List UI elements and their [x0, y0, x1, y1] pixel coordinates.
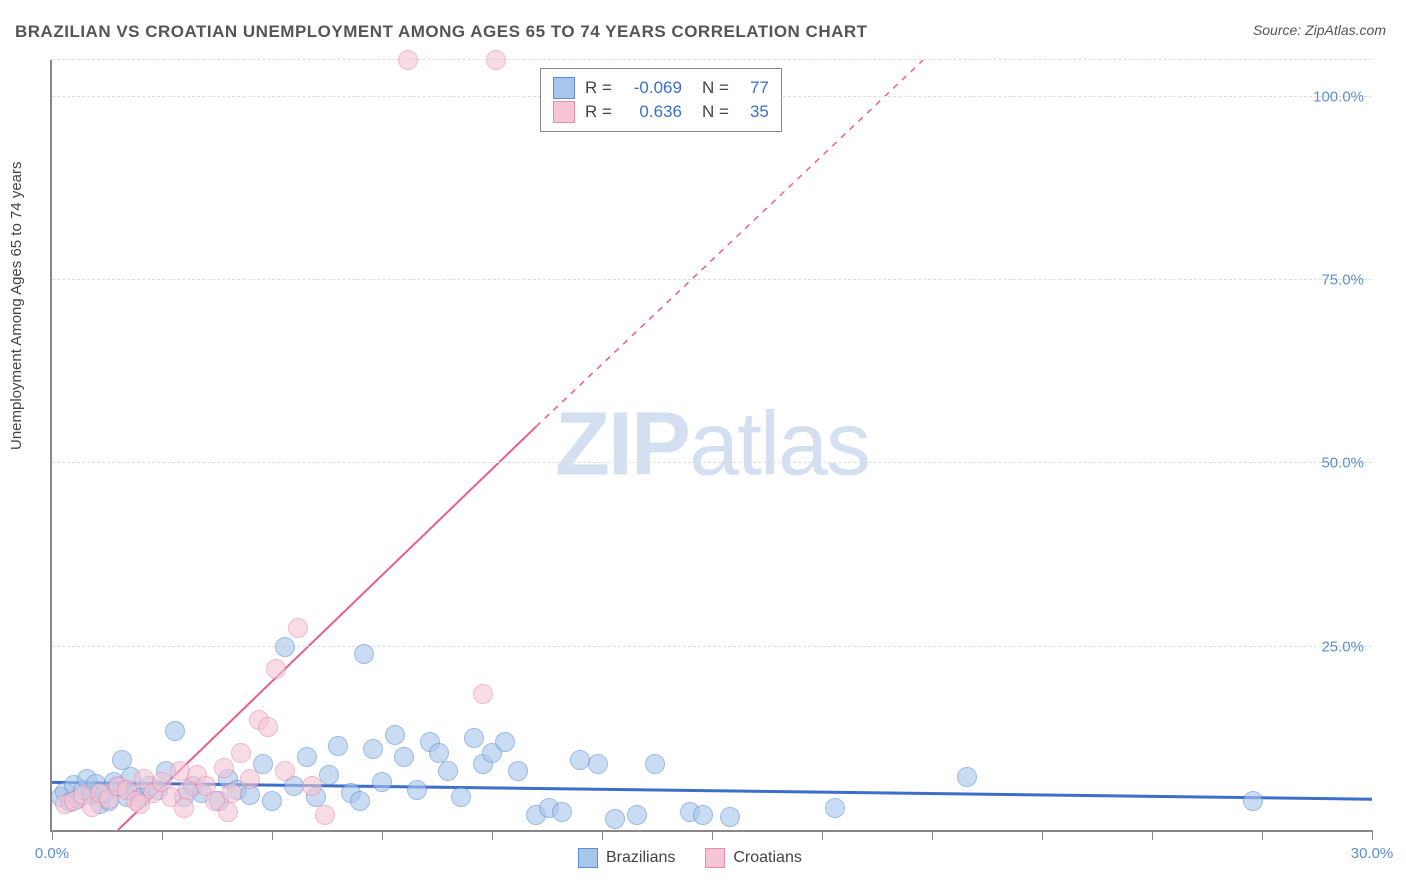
scatter-point — [495, 732, 515, 752]
scatter-point — [486, 50, 506, 70]
scatter-point — [825, 798, 845, 818]
gridline — [52, 646, 1372, 647]
x-tick-label: 30.0% — [1351, 845, 1394, 862]
scatter-point — [130, 794, 150, 814]
scatter-point — [174, 798, 194, 818]
scatter-point — [720, 807, 740, 827]
x-tick — [1372, 830, 1373, 840]
scatter-point — [464, 728, 484, 748]
legend-swatch — [553, 101, 575, 123]
x-tick — [932, 830, 933, 840]
x-tick — [162, 830, 163, 840]
scatter-point — [394, 747, 414, 767]
x-tick — [1152, 830, 1153, 840]
chart-container: BRAZILIAN VS CROATIAN UNEMPLOYMENT AMONG… — [0, 0, 1406, 892]
legend-label: Brazilians — [606, 849, 675, 867]
legend-swatch — [553, 77, 575, 99]
r-value: 0.636 — [622, 102, 682, 122]
bottom-legend: Brazilians Croatians — [578, 848, 802, 868]
x-tick — [52, 830, 53, 840]
scatter-point — [645, 754, 665, 774]
scatter-point — [398, 50, 418, 70]
n-label: N = — [702, 78, 729, 98]
scatter-point — [214, 758, 234, 778]
scatter-point — [429, 743, 449, 763]
gridline — [52, 462, 1372, 463]
legend-stats-box: R = -0.069 N = 77 R = 0.636 N = 35 — [540, 68, 782, 132]
scatter-point — [275, 637, 295, 657]
x-tick — [822, 830, 823, 840]
n-value: 77 — [739, 78, 769, 98]
scatter-point — [473, 684, 493, 704]
scatter-point — [350, 791, 370, 811]
scatter-point — [363, 739, 383, 759]
watermark: ZIPatlas — [555, 394, 869, 497]
x-tick — [492, 830, 493, 840]
r-value: -0.069 — [622, 78, 682, 98]
watermark-bold: ZIP — [555, 395, 689, 495]
gridline — [52, 279, 1372, 280]
x-tick — [382, 830, 383, 840]
n-label: N = — [702, 102, 729, 122]
x-tick — [272, 830, 273, 840]
n-value: 35 — [739, 102, 769, 122]
scatter-point — [957, 767, 977, 787]
scatter-point — [218, 802, 238, 822]
legend-stat-row: R = -0.069 N = 77 — [553, 77, 769, 99]
y-tick-label: 100.0% — [1307, 88, 1364, 105]
scatter-point — [372, 772, 392, 792]
scatter-point — [588, 754, 608, 774]
chart-title: BRAZILIAN VS CROATIAN UNEMPLOYMENT AMONG… — [15, 22, 868, 42]
gridline — [52, 59, 1372, 60]
legend-stat-row: R = 0.636 N = 35 — [553, 101, 769, 123]
scatter-point — [288, 618, 308, 638]
scatter-point — [231, 743, 251, 763]
scatter-point — [165, 721, 185, 741]
y-axis-label: Unemployment Among Ages 65 to 74 years — [8, 161, 25, 450]
scatter-point — [508, 761, 528, 781]
scatter-point — [627, 805, 647, 825]
x-tick-label: 0.0% — [35, 845, 69, 862]
scatter-point — [407, 780, 427, 800]
scatter-point — [275, 761, 295, 781]
scatter-point — [385, 725, 405, 745]
scatter-point — [328, 736, 348, 756]
x-tick — [1042, 830, 1043, 840]
x-tick — [602, 830, 603, 840]
scatter-point — [319, 765, 339, 785]
legend-swatch — [578, 848, 598, 868]
scatter-point — [693, 805, 713, 825]
scatter-point — [297, 747, 317, 767]
legend-label: Croatians — [733, 849, 801, 867]
bottom-legend-item: Croatians — [705, 848, 801, 868]
r-label: R = — [585, 78, 612, 98]
y-tick-label: 50.0% — [1315, 455, 1364, 472]
x-tick — [1262, 830, 1263, 840]
scatter-point — [605, 809, 625, 829]
watermark-light: atlas — [689, 395, 869, 495]
scatter-point — [1243, 791, 1263, 811]
source-label: Source: ZipAtlas.com — [1253, 22, 1386, 38]
scatter-point — [266, 659, 286, 679]
scatter-point — [354, 644, 374, 664]
scatter-point — [262, 791, 282, 811]
scatter-point — [552, 802, 572, 822]
r-label: R = — [585, 102, 612, 122]
scatter-point — [302, 776, 322, 796]
scatter-point — [315, 805, 335, 825]
scatter-point — [438, 761, 458, 781]
legend-swatch — [705, 848, 725, 868]
scatter-point — [222, 783, 242, 803]
x-tick — [712, 830, 713, 840]
bottom-legend-item: Brazilians — [578, 848, 675, 868]
scatter-point — [451, 787, 471, 807]
y-tick-label: 25.0% — [1315, 638, 1364, 655]
scatter-point — [240, 769, 260, 789]
scatter-point — [258, 717, 278, 737]
y-tick-label: 75.0% — [1315, 272, 1364, 289]
plot-area: ZIPatlas 25.0%50.0%75.0%100.0%0.0%30.0% — [50, 60, 1372, 832]
